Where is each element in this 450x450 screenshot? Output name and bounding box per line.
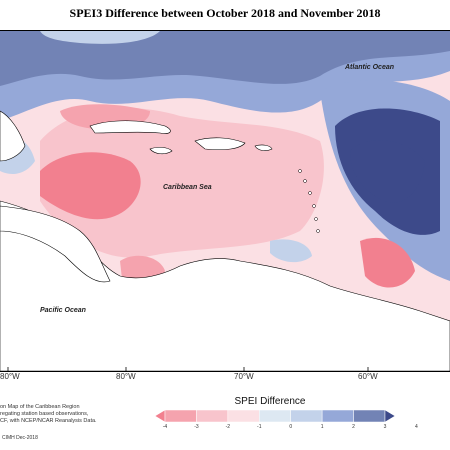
legend-title: SPEI Difference — [234, 396, 306, 407]
legend-swatch — [353, 410, 386, 422]
hispaniola-island — [194, 137, 246, 151]
longitude-label-1: 80°W — [0, 372, 20, 381]
longitude-label-4: 60°W — [358, 372, 378, 381]
legend-tick-label: 1 — [320, 424, 324, 430]
caption-line-2: regating station based observations, — [0, 411, 89, 417]
wet-region-north-deep — [0, 31, 450, 86]
yucatan-landmass — [0, 110, 26, 162]
longitude-ticks — [7, 367, 369, 371]
legend-swatch — [259, 410, 291, 422]
legend-swatch — [227, 410, 260, 422]
caption-line-1: on Map of the Caribbean Region — [0, 404, 80, 410]
dry-region-caribbean — [40, 108, 324, 258]
legend-swatch — [164, 410, 197, 422]
puerto-rico-island — [254, 144, 273, 151]
legend-tick-label: -3 — [194, 424, 199, 430]
legend-tick-label: 2 — [352, 424, 355, 430]
caption-line-3: CF, with NCEP/NCAR Reanalysis Data. — [0, 418, 97, 424]
longitude-label-2: 80°W — [116, 372, 136, 381]
strong-dry-core-west — [40, 152, 141, 220]
legend-colorbar — [155, 410, 395, 422]
legend-swatch — [321, 410, 354, 422]
spei-map: Atlantic Ocean Caribbean Sea Pacific Oce… — [0, 30, 450, 372]
pacific-ocean-label: Pacific Ocean — [40, 307, 86, 314]
legend-tick-label: -4 — [162, 424, 168, 430]
jamaica-island — [149, 146, 173, 155]
map-title: SPEI3 Difference between October 2018 an… — [69, 6, 381, 20]
longitude-label-3: 70°W — [234, 372, 254, 381]
very-wet-core-east-inner — [350, 140, 425, 203]
legend-tick-label: 3 — [383, 424, 387, 430]
legend-swatch — [290, 410, 323, 422]
map-credit: CIMH Dec-2018 — [2, 435, 38, 441]
lesser-antilles-islands — [298, 169, 320, 233]
legend-swatch — [384, 410, 395, 422]
map-canvas — [0, 31, 450, 371]
legend-tick-label: -2 — [225, 424, 231, 430]
cuba-island — [89, 120, 171, 134]
legend-swatch — [155, 410, 166, 422]
wet-patch-central — [270, 239, 312, 263]
legend-tick-label: 4 — [415, 424, 418, 430]
legend-tick-label: 0 — [289, 424, 293, 430]
legend-tick-label: -1 — [257, 424, 262, 430]
atlantic-ocean-label: Atlantic Ocean — [345, 64, 395, 71]
pale-region-north — [40, 31, 160, 44]
central-america-landmass — [0, 205, 111, 283]
map-caption: on Map of the Caribbean Region regating … — [0, 404, 97, 425]
dry-patch-east — [360, 237, 415, 288]
legend-swatch — [196, 410, 229, 422]
caribbean-sea-label: Caribbean Sea — [163, 184, 212, 191]
